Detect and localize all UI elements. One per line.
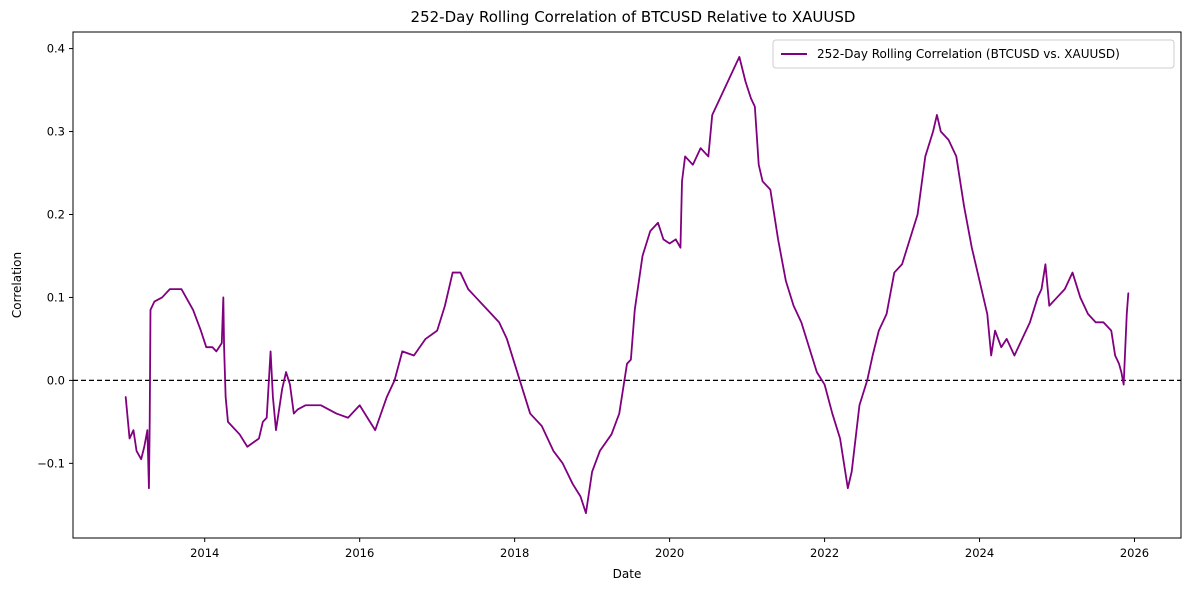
chart-title: 252-Day Rolling Correlation of BTCUSD Re… (411, 8, 856, 26)
y-tick-label: 0.2 (47, 207, 65, 221)
plot-area-frame (72, 31, 1182, 539)
x-tick-label: 2026 (1120, 546, 1149, 560)
x-tick-label: 2014 (190, 546, 219, 560)
y-tick-label: 0.4 (47, 42, 65, 56)
legend-entry-label: 252-Day Rolling Correlation (BTCUSD vs. … (817, 47, 1120, 61)
y-tick-label: 0.3 (47, 125, 65, 139)
y-axis-ticks: −0.1 0.0 0.1 0.2 0.3 0.4 (37, 42, 73, 470)
x-axis-label: Date (613, 567, 642, 581)
y-axis-label: Correlation (10, 252, 24, 318)
legend-box (772, 39, 1175, 69)
x-tick-label: 2020 (655, 546, 684, 560)
axes (72, 31, 1182, 539)
series-line-0 (124, 55, 1130, 515)
y-tick-label: 0.0 (47, 373, 65, 387)
x-tick-label: 2022 (810, 546, 839, 560)
series-group (124, 55, 1130, 515)
y-tick-label: −0.1 (37, 456, 65, 470)
legend: 252-Day Rolling Correlation (BTCUSD vs. … (772, 39, 1175, 69)
y-tick-label: 0.1 (47, 290, 65, 304)
x-tick-label: 2024 (965, 546, 994, 560)
x-axis-ticks: 2014 2016 2018 2020 2022 2024 2026 (190, 538, 1149, 560)
x-tick-label: 2018 (500, 546, 529, 560)
x-tick-label: 2016 (345, 546, 374, 560)
